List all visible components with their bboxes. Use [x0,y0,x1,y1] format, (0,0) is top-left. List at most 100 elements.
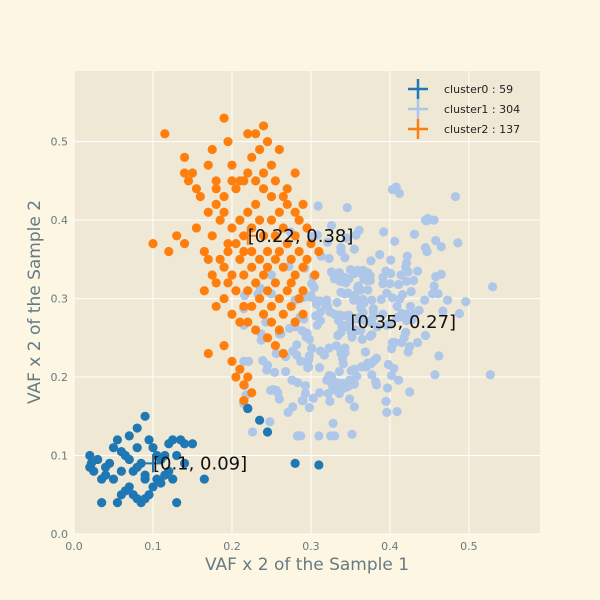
data-point [191,223,202,233]
data-point [319,350,329,360]
data-point [386,344,397,354]
data-point [207,144,217,155]
data-point [247,152,257,162]
data-point [331,273,341,283]
data-points [85,113,498,508]
data-point [266,191,277,202]
data-point [337,378,348,388]
data-point [179,458,190,468]
data-point [93,454,103,465]
data-point [430,370,440,380]
data-point [179,239,190,249]
data-point [298,199,308,210]
data-point [363,268,373,278]
data-point [203,207,213,217]
data-point [124,454,134,465]
data-point [160,129,170,139]
data-point [278,223,288,233]
data-point [262,262,273,272]
data-point [179,168,190,178]
data-point [378,309,388,319]
y-axis-label: VAF x 2 of the Sample 2 [25,200,45,404]
data-point [350,325,360,335]
data-point [274,144,284,155]
data-point [183,176,194,186]
data-point [357,334,367,344]
data-point [172,498,182,508]
data-point [227,160,237,170]
data-point [360,347,371,357]
data-point [382,407,392,417]
y-tick-label: 0.1 [51,450,69,463]
data-point [255,293,265,304]
data-point [239,380,249,390]
data-point [239,270,249,280]
data-point [172,231,182,241]
data-point [346,366,356,376]
data-point [304,403,314,413]
data-point [219,191,229,202]
data-point [266,160,277,170]
data-point [307,279,317,289]
x-axis-label: VAF x 2 of the Sample 1 [205,555,409,575]
data-point [219,262,229,272]
data-point [386,268,396,279]
data-point [211,278,221,288]
data-point [326,220,337,231]
data-point [303,355,314,365]
data-point [312,320,322,330]
data-point [255,144,265,155]
data-point [270,367,280,377]
data-point [302,254,312,264]
data-point [308,393,318,403]
data-point [203,254,213,264]
data-point [271,385,281,395]
data-point [274,325,284,335]
data-point [420,242,431,253]
data-point [227,176,237,186]
data-point [401,327,411,337]
data-point [270,254,281,264]
grid-lines [73,71,540,535]
data-point [203,348,213,359]
data-point [251,325,261,335]
data-point [278,262,288,272]
data-point [148,443,158,453]
data-point [132,462,142,472]
data-point [334,366,344,377]
data-point [223,239,233,249]
data-point [323,388,333,399]
data-point [488,282,498,292]
data-point [258,168,269,178]
data-point [274,207,284,217]
data-point [144,435,154,445]
legend-label: cluster1 : 304 [444,103,520,116]
data-point [298,309,308,319]
data-point [371,353,382,363]
data-point [211,199,221,210]
data-point [341,311,351,321]
data-point [251,176,261,186]
data-point [347,429,357,439]
data-point [247,262,257,272]
data-point [338,359,348,369]
data-point [97,498,107,508]
data-point [235,215,245,225]
data-point [255,254,265,264]
data-point [378,279,388,289]
data-point [160,450,170,461]
data-point [420,215,431,225]
data-point [414,305,424,315]
data-point [148,482,158,492]
data-point [396,270,406,280]
data-point [313,201,323,211]
data-point [342,202,352,213]
data-point [85,462,95,472]
data-point [341,233,352,243]
data-point [352,265,363,275]
data-point [354,312,364,323]
data-point [191,184,202,194]
data-point [325,396,335,406]
cluster-center-label: [0.35, 0.27] [350,312,456,333]
data-point [164,466,174,476]
